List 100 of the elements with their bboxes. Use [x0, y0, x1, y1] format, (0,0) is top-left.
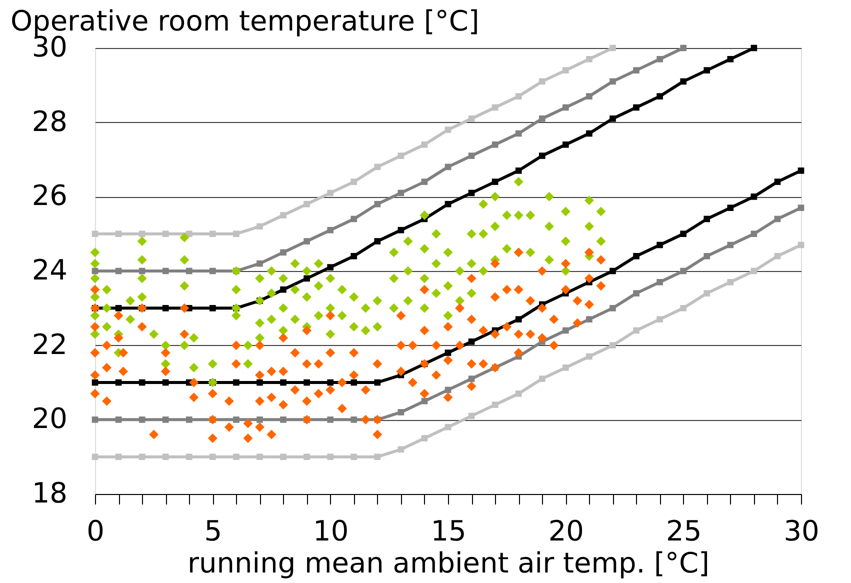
point: [304, 238, 310, 244]
point: [774, 252, 781, 260]
point: [421, 178, 428, 185]
point: [280, 212, 286, 218]
point: [327, 190, 334, 196]
point: [398, 190, 404, 196]
point: [280, 416, 286, 423]
point: [750, 44, 758, 52]
point: [798, 242, 804, 248]
point: [162, 379, 169, 386]
point: [610, 268, 616, 274]
point: [656, 278, 663, 286]
point: [280, 454, 286, 460]
point: [92, 379, 98, 386]
point: [186, 454, 192, 460]
point: [304, 200, 310, 208]
point: [233, 454, 240, 460]
point: [727, 204, 734, 211]
point: [538, 78, 546, 85]
point: [374, 200, 381, 208]
point: [138, 268, 146, 274]
point: [162, 230, 169, 237]
point: [586, 56, 592, 62]
point: [444, 424, 452, 430]
point: [750, 230, 758, 237]
point: [633, 104, 640, 111]
point: [92, 454, 98, 460]
point: [374, 164, 381, 170]
point: [468, 338, 475, 345]
point: [327, 226, 334, 234]
x-tick-label: 15: [430, 514, 466, 548]
point: [633, 327, 640, 334]
point: [798, 204, 804, 211]
point: [233, 379, 240, 386]
point: [468, 412, 475, 420]
point: [398, 446, 404, 453]
point: [138, 454, 146, 460]
point: [327, 416, 334, 423]
point: [704, 252, 710, 260]
x-tick-label: 25: [666, 514, 702, 548]
point: [210, 454, 216, 460]
point: [468, 115, 475, 122]
point: [162, 268, 169, 274]
point: [304, 454, 310, 460]
point: [492, 178, 498, 185]
point: [256, 223, 263, 230]
point: [727, 56, 734, 62]
point: [233, 230, 240, 237]
point: [586, 93, 592, 100]
point: [680, 305, 686, 312]
point: [327, 379, 334, 386]
point: [586, 353, 592, 360]
point: [350, 216, 358, 222]
point: [610, 115, 616, 122]
point: [327, 264, 334, 270]
point: [727, 278, 734, 286]
point: [468, 190, 475, 196]
point: [350, 178, 358, 185]
point: [138, 416, 146, 423]
point: [280, 249, 286, 256]
point: [704, 216, 710, 222]
point: [304, 275, 310, 282]
y-tick-label: 26: [32, 179, 68, 212]
point: [492, 104, 498, 111]
point: [515, 93, 522, 100]
point: [350, 454, 358, 460]
point: [256, 416, 263, 423]
point: [798, 167, 804, 174]
point: [727, 242, 734, 248]
point: [398, 152, 404, 159]
point: [186, 416, 192, 423]
point: [633, 252, 640, 260]
point: [586, 130, 592, 137]
point: [444, 164, 452, 170]
point: [656, 316, 663, 322]
point: [162, 305, 169, 312]
point: [92, 230, 98, 237]
point: [586, 316, 592, 322]
point: [750, 194, 758, 200]
point: [327, 454, 334, 460]
point: [538, 376, 546, 382]
point: [468, 376, 475, 382]
point: [492, 402, 498, 408]
point: [186, 268, 192, 274]
x-tick-label: 10: [313, 514, 349, 548]
point: [256, 260, 263, 267]
x-axis-title: running mean ambient air temp. [°C]: [188, 546, 710, 580]
point: [138, 379, 146, 386]
point: [562, 327, 569, 334]
point: [656, 56, 663, 62]
point: [115, 416, 122, 423]
point: [774, 178, 781, 185]
point: [138, 230, 146, 237]
point: [680, 268, 686, 274]
point: [115, 454, 122, 460]
x-tick-label: 0: [86, 514, 104, 548]
point: [750, 268, 758, 274]
point: [610, 342, 616, 348]
point: [398, 226, 404, 234]
point: [538, 152, 546, 159]
